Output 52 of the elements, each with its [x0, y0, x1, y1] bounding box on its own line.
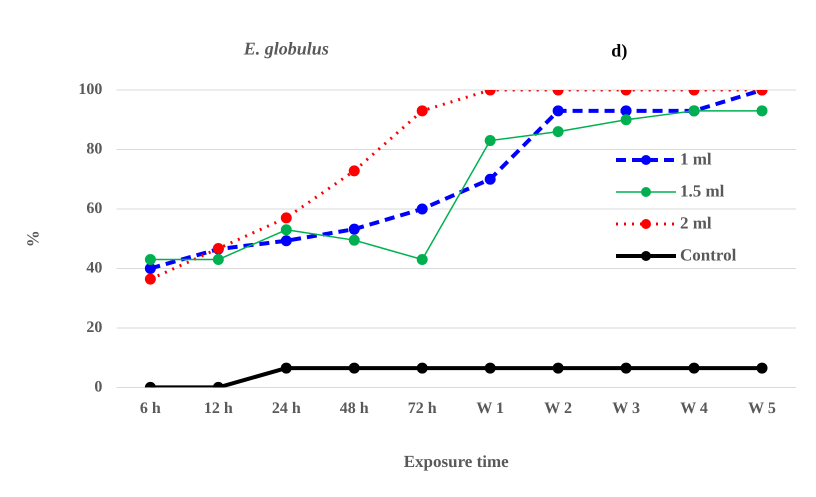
point	[620, 105, 632, 116]
point	[756, 105, 768, 116]
x-tick-label: W 5	[748, 400, 776, 418]
x-tick-label: 48 h	[340, 400, 369, 418]
y-tick-label: 0	[94, 378, 102, 396]
x-tick-label: 6 h	[140, 400, 161, 418]
point	[620, 114, 632, 126]
text: d)	[611, 40, 628, 61]
point	[416, 362, 428, 374]
point	[552, 105, 564, 116]
point	[756, 362, 768, 374]
point	[484, 174, 496, 185]
point	[280, 362, 292, 374]
y-tick-label: 60	[86, 200, 102, 218]
point	[416, 254, 428, 266]
point	[144, 262, 156, 274]
point	[144, 274, 156, 285]
legend-label: 2 ml	[680, 213, 712, 232]
x-tick-label: 12 h	[204, 400, 233, 418]
point	[280, 224, 292, 236]
legend-label: Control	[680, 245, 737, 264]
point	[416, 105, 428, 116]
y-tick-label: 20	[86, 319, 102, 336]
x-tick-label: W 1	[476, 400, 504, 418]
legend-label: 1.5 ml	[680, 181, 725, 200]
point	[348, 224, 360, 235]
point	[620, 362, 632, 374]
point	[688, 362, 700, 374]
point	[144, 254, 156, 266]
point	[212, 254, 224, 266]
chart-title: E. globulus	[242, 38, 329, 59]
point	[552, 362, 564, 374]
x-tick-label: 24 h	[272, 400, 301, 418]
point	[280, 235, 292, 246]
x-tick-label: W 4	[680, 400, 708, 418]
point	[280, 212, 292, 224]
point	[552, 126, 564, 138]
y-tick-label: 100	[78, 81, 102, 98]
point	[348, 165, 360, 176]
y-tick-label: 80	[86, 140, 102, 158]
y-tick-label: 40	[86, 260, 102, 277]
y-axis-title: %	[24, 230, 43, 248]
point	[484, 362, 496, 374]
point	[348, 234, 360, 246]
x-tick-label: 72 h	[408, 400, 437, 418]
point	[484, 135, 496, 146]
x-axis-title: Exposure time	[404, 452, 510, 472]
point	[416, 203, 428, 214]
point	[348, 362, 360, 374]
x-tick-label: W 3	[612, 400, 640, 418]
x-tick-label: W 2	[544, 400, 572, 418]
legend-label: 1 ml	[680, 149, 712, 168]
